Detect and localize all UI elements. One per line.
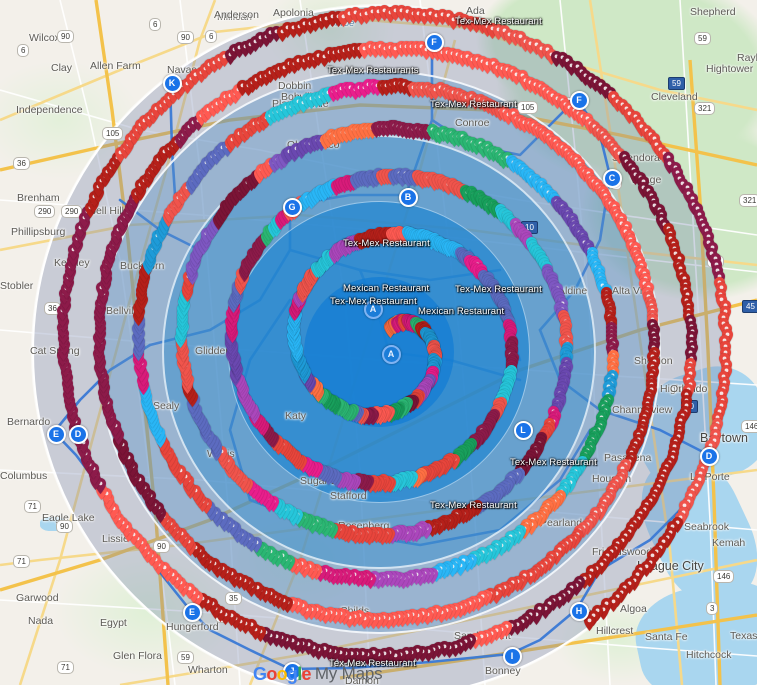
waypoint-marker-l[interactable]: L — [513, 420, 533, 440]
google-logo-letter-2: o — [276, 664, 288, 684]
waypoint-marker-e[interactable]: E — [46, 424, 66, 444]
google-logo-letter-1: o — [266, 664, 277, 684]
waypoint-marker-d[interactable]: D — [699, 446, 719, 466]
waypoint-marker-b[interactable]: B — [398, 187, 418, 207]
waypoint-marker-d[interactable]: D — [68, 424, 88, 444]
waypoint-marker-a[interactable]: A — [381, 344, 401, 364]
waypoint-marker-h[interactable]: H — [569, 601, 589, 621]
waypoint-marker-j[interactable]: J — [282, 661, 302, 681]
waypoint-marker-f[interactable]: F — [569, 90, 589, 110]
google-attribution[interactable]: Google My Maps — [253, 664, 383, 684]
waypoint-marker-e[interactable]: E — [182, 602, 202, 622]
waypoint-marker-a[interactable]: A — [363, 299, 383, 319]
google-logo: Google — [253, 664, 312, 684]
waypoint-marker-c[interactable]: C — [602, 168, 622, 188]
waypoint-marker-k[interactable]: K — [162, 73, 182, 93]
my-maps-label: My Maps — [314, 664, 383, 683]
waypoint-marker-f[interactable]: F — [424, 32, 444, 52]
google-logo-letter-0: G — [253, 664, 267, 684]
waypoint-marker-g[interactable]: G — [282, 197, 302, 217]
waypoint-marker-i[interactable]: I — [502, 646, 522, 666]
google-logo-letter-3: g — [286, 664, 298, 684]
google-logo-letter-4: l — [297, 664, 302, 684]
google-logo-letter-5: e — [301, 664, 312, 684]
